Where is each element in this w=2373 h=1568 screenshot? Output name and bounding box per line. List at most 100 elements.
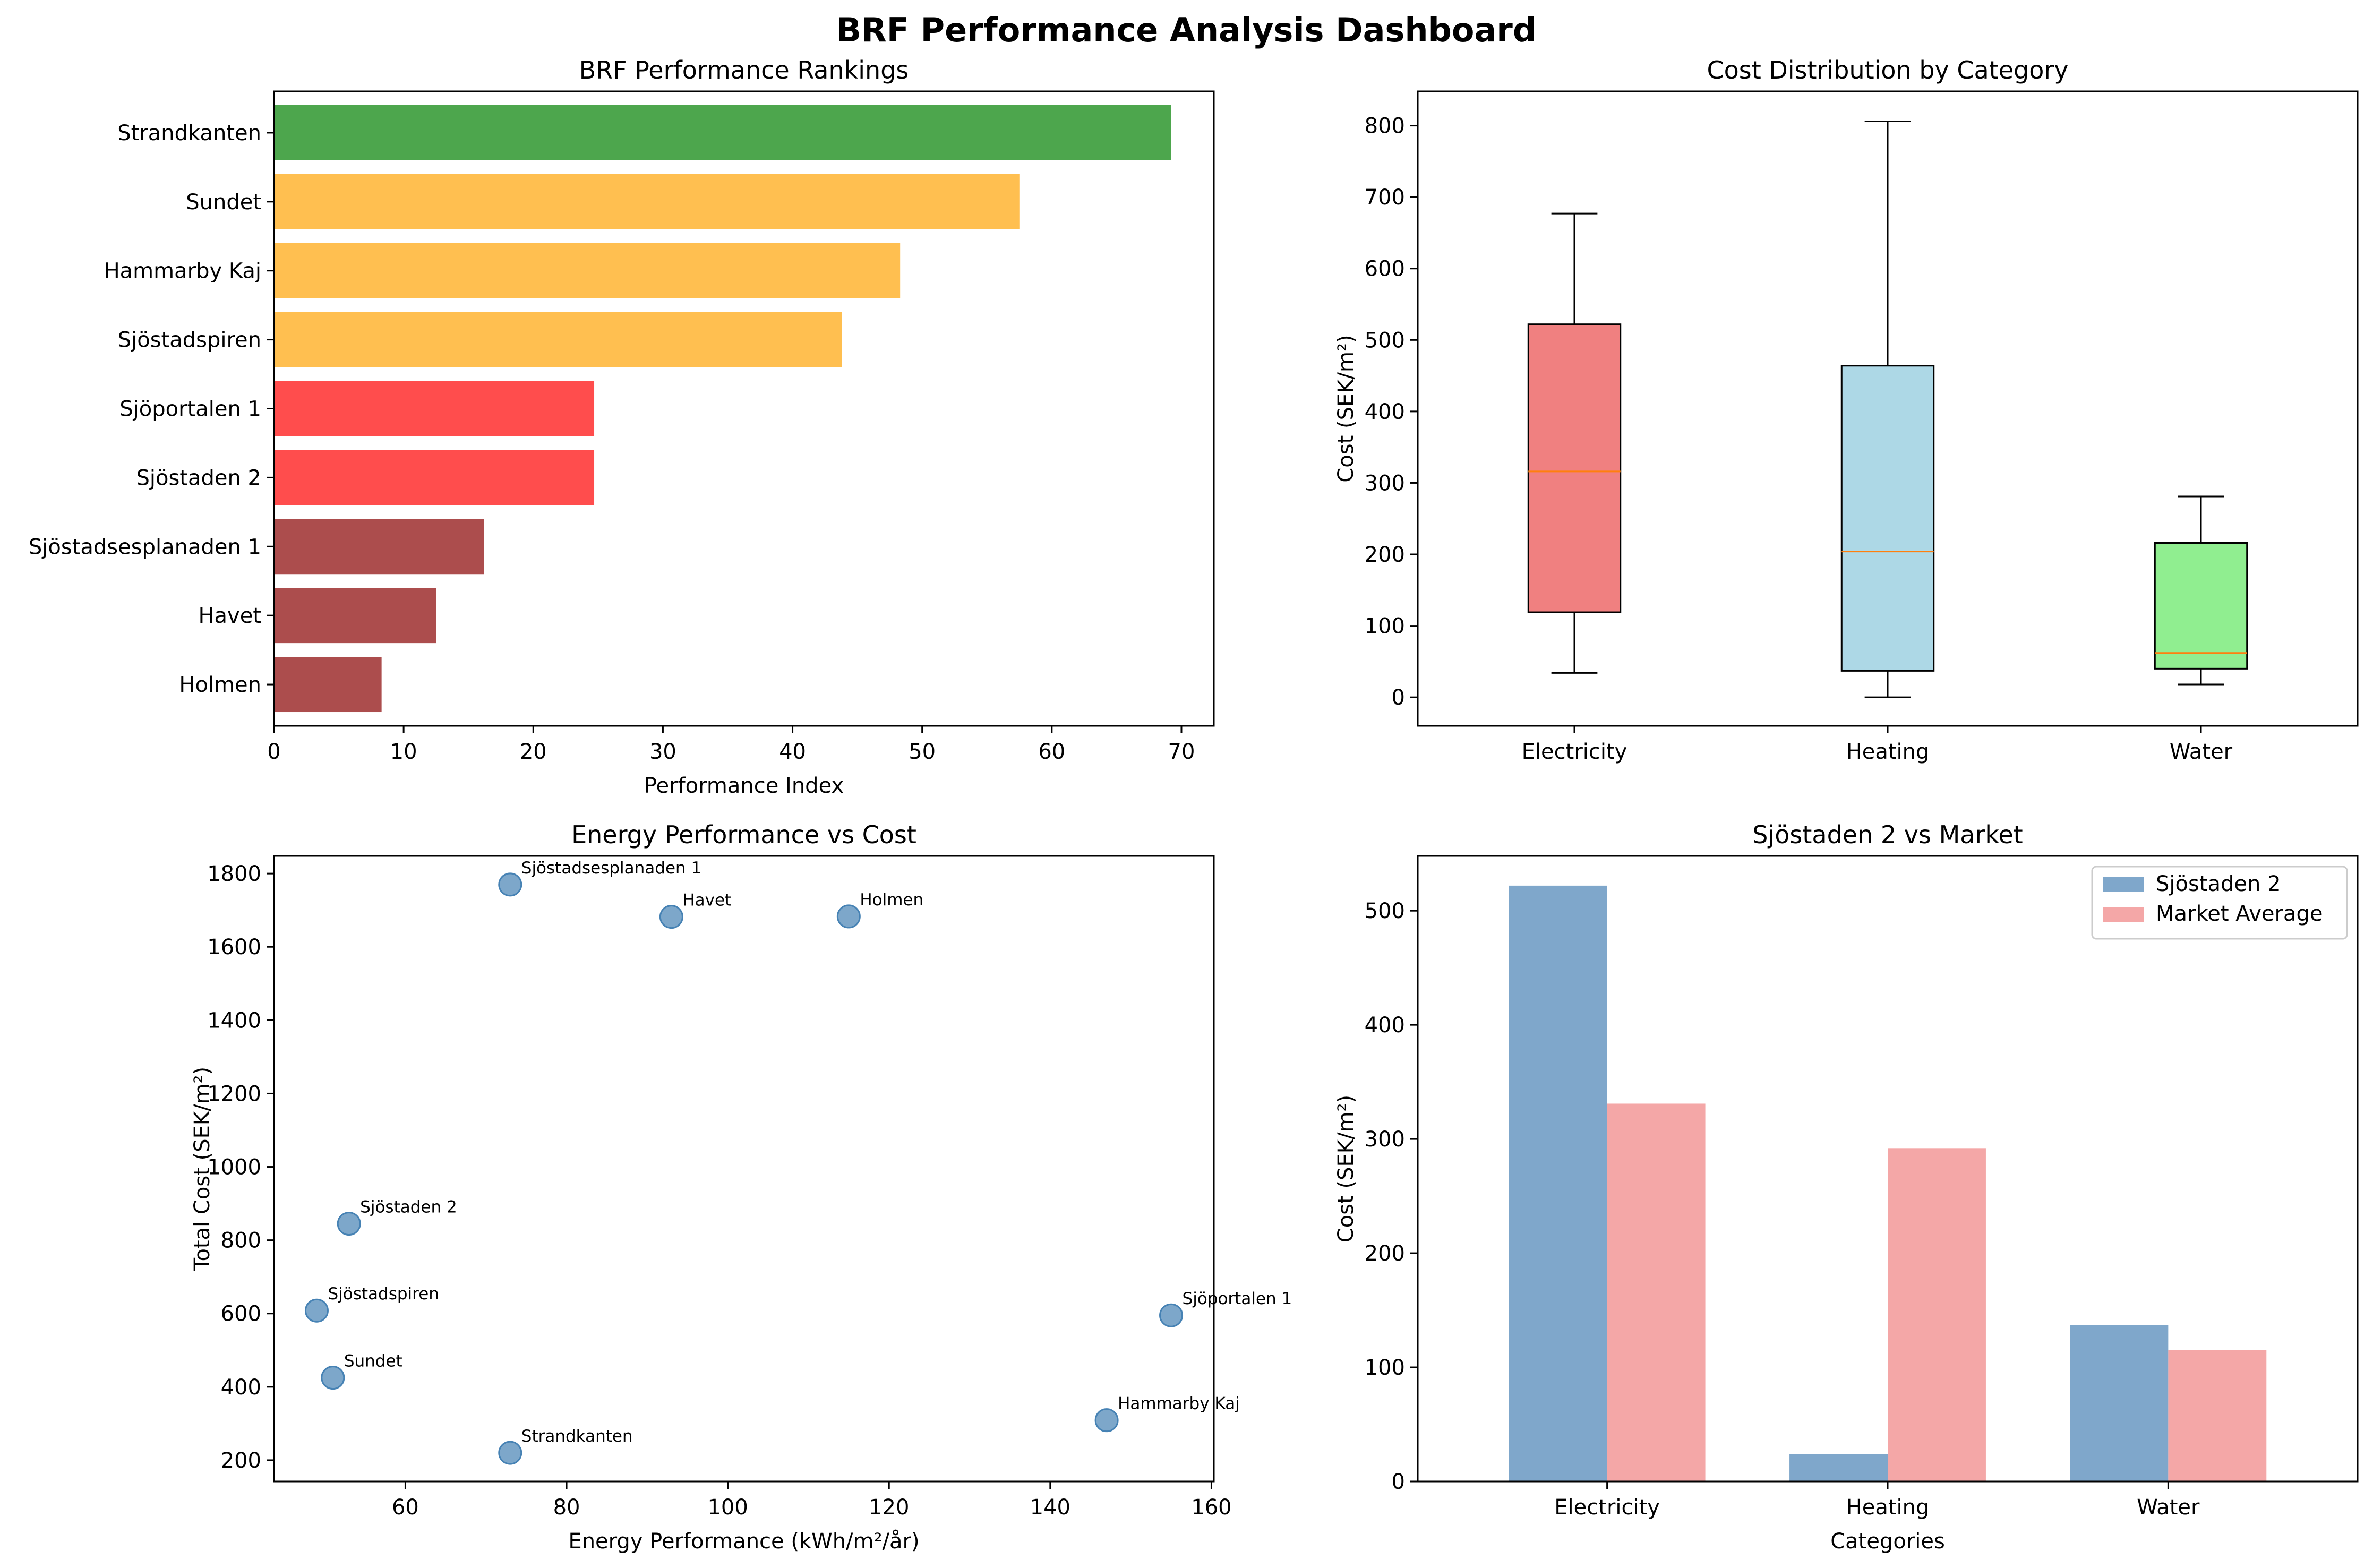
point-sjostadspiren (304, 1298, 329, 1323)
point-label-sjostaden-2: Sjöstaden 2 (360, 1198, 457, 1217)
x-tick-label: Water (2137, 1495, 2200, 1520)
bar-sjostaden-2-water (2070, 1325, 2169, 1481)
sjostaden-vs-market-chart: Electricity Heating Water 0 100 200 300 400 500 S… (1334, 820, 2359, 1554)
point-label-sjoportalen-1: Sjöportalen 1 (1183, 1289, 1292, 1308)
chart-title: Cost Distribution by Category (1707, 56, 2068, 84)
y-tick-label: Hammarby Kaj (104, 259, 261, 284)
point-label-havet: Havet (682, 891, 731, 910)
legend-frame (2091, 866, 2348, 940)
bar-sjostadsesplanaden-1 (274, 519, 484, 575)
box-heating (1840, 365, 1935, 672)
bar-market-average-heating (1888, 1148, 1986, 1481)
y-axis-label: Cost (SEK/m²) (1334, 1095, 1358, 1243)
y-tick-label: Sjöstadspiren (118, 328, 261, 353)
y-tick-label: 1200 (207, 1082, 261, 1106)
y-tick-label: 0 (1392, 1470, 1405, 1494)
x-tick-label: 0 (267, 740, 280, 764)
y-tick-label: 100 (1365, 1356, 1405, 1380)
y-tick-label: Sundet (186, 190, 261, 215)
box-electricity (1527, 323, 1622, 613)
y-tick-label: 1600 (207, 935, 261, 959)
y-tick-label: 300 (1365, 471, 1405, 495)
y-axis-label: Cost (SEK/m²) (1334, 335, 1358, 482)
y-tick-label: 0 (1392, 686, 1405, 710)
bar-hammarby-kaj (274, 243, 901, 298)
box-water (2154, 542, 2248, 670)
point-sundet (321, 1366, 345, 1390)
x-tick-label: Heating (1846, 740, 1930, 764)
x-tick-label: 160 (1191, 1495, 1231, 1520)
performance-rankings-chart: Holmen Havet Sjöstadsesplanaden 1 Sjöstaden… (29, 56, 1215, 798)
point-label-strandkanten: Strandkanten (521, 1427, 633, 1446)
x-tick-label: Electricity (1554, 1495, 1660, 1520)
y-tick-label: 400 (1365, 400, 1405, 424)
x-tick-label: 70 (1168, 740, 1195, 764)
y-tick-label: 1400 (207, 1008, 261, 1033)
x-axis-label: Performance Index (644, 774, 844, 798)
chart-title: Energy Performance vs Cost (571, 820, 916, 849)
legend-swatch-market-average (2103, 907, 2144, 922)
y-tick-label: 400 (221, 1375, 261, 1400)
y-tick-label: 500 (1365, 899, 1405, 923)
x-tick-label: 140 (1030, 1495, 1070, 1520)
y-tick-label: 500 (1365, 328, 1405, 353)
y-axis-label: Total Cost (SEK/m²) (190, 1067, 215, 1271)
point-label-sjostadsesplanaden-1: Sjöstadsesplanaden 1 (521, 859, 702, 878)
point-hammarby-kaj (1094, 1408, 1119, 1433)
x-tick-label: Water (2170, 740, 2233, 764)
point-sjostaden-2 (337, 1212, 361, 1236)
y-tick-label: 100 (1365, 614, 1405, 639)
bar-strandkanten (274, 105, 1171, 160)
point-strandkanten (498, 1441, 522, 1465)
x-tick-label: 20 (520, 740, 547, 764)
bar-market-average-electricity (1607, 1103, 1706, 1481)
bar-sundet (274, 174, 1020, 229)
y-tick-label: Havet (198, 604, 261, 628)
y-tick-label: 200 (1365, 543, 1405, 567)
bar-havet (274, 588, 436, 644)
cost-distribution-chart: Electricity Heating Water 0 100 200 300 400 500 6… (1334, 56, 2359, 764)
y-tick-label: Sjöstadsesplanaden 1 (29, 535, 261, 559)
x-tick-label: 60 (1038, 740, 1065, 764)
plot-frame (273, 90, 1215, 727)
x-tick-label: 10 (390, 740, 417, 764)
figure-title: BRF Performance Analysis Dashboard (836, 11, 1537, 49)
x-tick-label: 30 (649, 740, 676, 764)
x-axis-label: Categories (1830, 1529, 1945, 1554)
y-tick-label: 600 (221, 1302, 261, 1326)
point-label-holmen: Holmen (860, 890, 923, 910)
y-tick-label: 1800 (207, 862, 261, 886)
point-label-sjostadspiren: Sjöstadspiren (328, 1284, 439, 1304)
energy-vs-cost-chart: Sjöstadsesplanaden 1 Havet Holmen Sjöstaden… (190, 820, 1292, 1554)
x-tick-label: 120 (869, 1495, 909, 1520)
x-tick-label: 80 (553, 1495, 580, 1520)
legend-swatch-sjostaden-2 (2103, 877, 2144, 892)
y-tick-label: 300 (1365, 1127, 1405, 1152)
point-holmen (836, 904, 861, 929)
legend-label-sjostaden-2: Sjöstaden 2 (2156, 872, 2281, 896)
y-tick-label: 200 (221, 1449, 261, 1473)
bar-sjoportalen-1 (274, 381, 595, 436)
bar-market-average-water (2168, 1350, 2267, 1481)
bar-sjostadspiren (274, 312, 842, 367)
x-tick-label: 100 (707, 1495, 748, 1520)
x-axis-label: Energy Performance (kWh/m²/år) (568, 1529, 919, 1554)
y-tick-label: Sjöstaden 2 (136, 466, 261, 490)
y-tick-label: Sjöportalen 1 (119, 397, 261, 422)
y-tick-label: 700 (1365, 185, 1405, 210)
y-tick-label: 200 (1365, 1241, 1405, 1266)
x-tick-label: Heating (1846, 1495, 1930, 1520)
point-havet (659, 905, 683, 929)
legend: Sjöstaden 2 Market Average (2091, 866, 2348, 940)
bar-holmen (274, 657, 382, 713)
plot-frame (273, 855, 1215, 1483)
bar-sjostaden-2-heating (1789, 1454, 1888, 1481)
x-tick-label: Electricity (1522, 740, 1627, 764)
bar-sjostaden-2-electricity (1509, 885, 1607, 1481)
x-tick-label: 60 (392, 1495, 419, 1520)
chart-title: BRF Performance Rankings (579, 56, 909, 84)
plot-frame (1417, 90, 2359, 727)
plot-frame (1417, 855, 2359, 1483)
y-tick-label: 800 (221, 1229, 261, 1253)
bar-sjostaden-2 (274, 450, 595, 505)
